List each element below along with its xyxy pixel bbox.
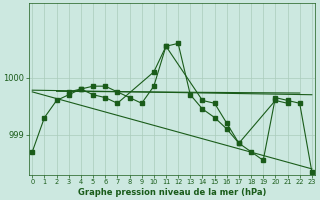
- X-axis label: Graphe pression niveau de la mer (hPa): Graphe pression niveau de la mer (hPa): [78, 188, 266, 197]
